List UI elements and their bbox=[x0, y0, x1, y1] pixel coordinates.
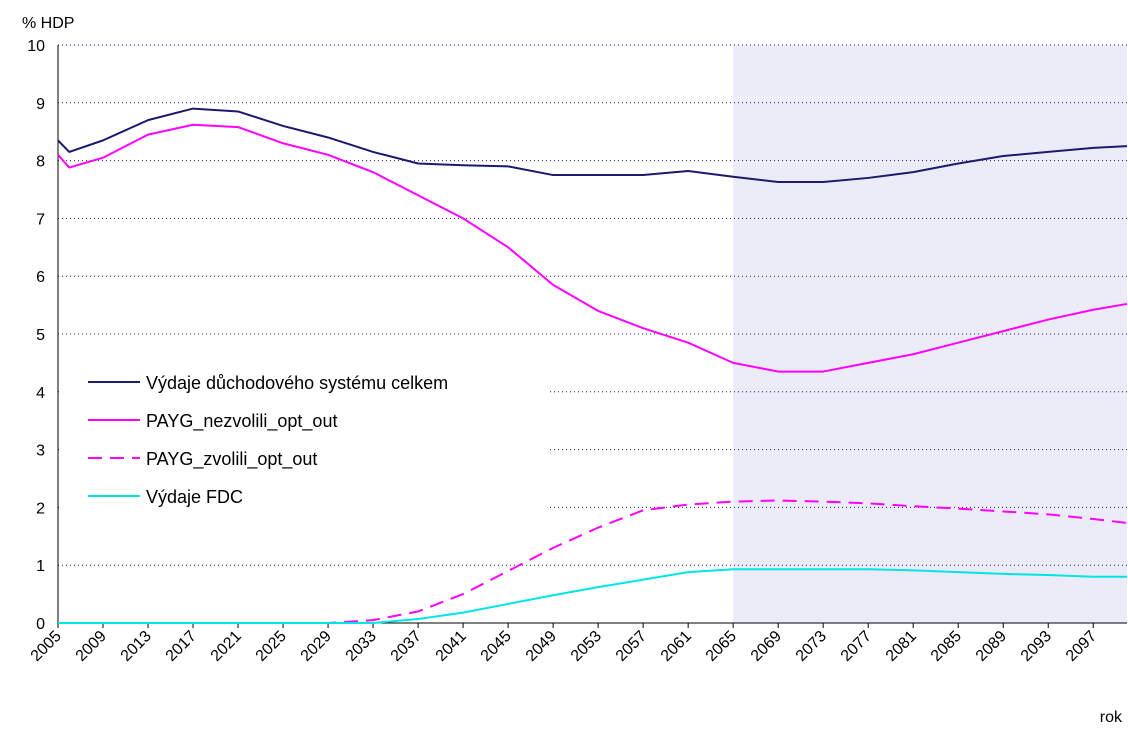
y-tick-label: 10 bbox=[27, 38, 45, 55]
x-tick-label: 2025 bbox=[253, 628, 290, 665]
x-tick-label: 2041 bbox=[433, 628, 470, 665]
x-tick-label: 2073 bbox=[793, 628, 830, 665]
x-tick-label: 2021 bbox=[208, 628, 245, 665]
x-tick-label: 2085 bbox=[928, 628, 965, 665]
series-line bbox=[58, 568, 1127, 624]
y-axis-label: % HDP bbox=[22, 15, 74, 32]
x-tick-label: 2053 bbox=[568, 628, 605, 665]
legend-box bbox=[60, 364, 550, 516]
y-tick-label: 0 bbox=[36, 616, 45, 633]
x-tick-label: 2069 bbox=[748, 628, 785, 665]
x-tick-label: 2033 bbox=[343, 628, 380, 665]
x-tick-label: 2005 bbox=[28, 628, 65, 665]
x-tick-label: 2065 bbox=[703, 628, 740, 665]
x-tick-label: 2029 bbox=[298, 628, 335, 665]
x-tick-label: 2093 bbox=[1018, 628, 1055, 665]
x-tick-label: 2013 bbox=[118, 628, 155, 665]
x-tick-label: 2009 bbox=[73, 628, 110, 665]
legend-label: Výdaje důchodového systému celkem bbox=[146, 373, 448, 393]
y-tick-label: 6 bbox=[36, 269, 45, 286]
x-tick-label: 2037 bbox=[388, 628, 425, 665]
x-axis-label: rok bbox=[1100, 709, 1123, 726]
x-tick-label: 2017 bbox=[163, 628, 200, 665]
legend-label: Výdaje FDC bbox=[146, 487, 243, 507]
series-line bbox=[57, 123, 1128, 373]
x-tick-label: 2061 bbox=[658, 628, 695, 665]
x-tick-label: 2097 bbox=[1063, 628, 1100, 665]
legend-label: PAYG_zvolili_opt_out bbox=[146, 449, 317, 470]
y-tick-label: 3 bbox=[36, 443, 45, 460]
legend-label: PAYG_nezvolili_opt_out bbox=[146, 411, 337, 432]
y-tick-label: 9 bbox=[36, 96, 45, 113]
legend: Výdaje důchodového systému celkem PAYG_ne… bbox=[60, 364, 550, 516]
y-tick-label: 7 bbox=[36, 211, 45, 228]
y-tick-label: 1 bbox=[36, 558, 45, 575]
x-tick-label: 2081 bbox=[883, 628, 920, 665]
y-tick-label: 4 bbox=[36, 385, 45, 402]
x-tick-label: 2045 bbox=[478, 628, 515, 665]
series-line bbox=[57, 107, 1128, 183]
x-tick-label: 2057 bbox=[613, 628, 650, 665]
y-tick-label: 5 bbox=[36, 327, 45, 344]
x-tick-label: 2077 bbox=[838, 628, 875, 665]
y-tick-label: 8 bbox=[36, 154, 45, 171]
x-tick-label: 2089 bbox=[973, 628, 1010, 665]
y-tick-label: 2 bbox=[36, 500, 45, 517]
x-tick-label: 2049 bbox=[523, 628, 560, 665]
